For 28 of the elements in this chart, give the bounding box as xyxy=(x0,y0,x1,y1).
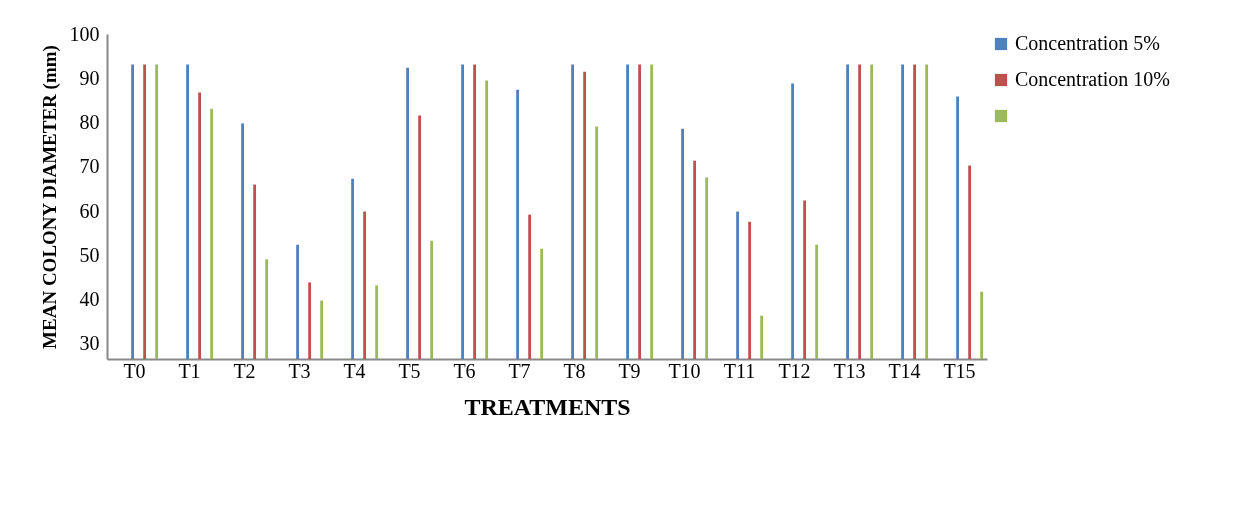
y-tick-label: 40 xyxy=(79,288,100,311)
y-tick-label: 90 xyxy=(79,66,100,89)
x-tick-label: T1 xyxy=(178,359,201,382)
x-tick-label: T15 xyxy=(943,359,976,382)
legend-label: Concentration 5% xyxy=(1015,32,1160,54)
x-tick-label: T11 xyxy=(723,359,756,382)
y-tick-label: 80 xyxy=(79,111,100,134)
x-tick-label: T14 xyxy=(888,359,921,382)
x-tick-label: T13 xyxy=(833,359,866,382)
x-tick-label: T7 xyxy=(508,359,531,382)
y-tick-label: 100 xyxy=(69,22,100,45)
x-tick-label: T9 xyxy=(618,359,641,382)
y-tick-label: 60 xyxy=(79,199,100,222)
x-axis-title: TREATMENTS xyxy=(464,393,631,420)
x-tick-label: T4 xyxy=(343,359,366,382)
x-tick-label: T6 xyxy=(453,359,476,382)
y-tick-label: 50 xyxy=(79,243,100,266)
y-axis-title: MEAN COLONY DIAMETER (mm) xyxy=(38,45,61,349)
x-tick-label: T5 xyxy=(398,359,421,382)
x-tick-label: T12 xyxy=(778,359,811,382)
y-tick-label: 70 xyxy=(79,155,100,178)
x-tick-label: T8 xyxy=(563,359,586,382)
legend-label: Concentration 10% xyxy=(1015,68,1170,90)
x-tick-label: T10 xyxy=(668,359,701,382)
x-tick-label: T3 xyxy=(288,359,311,382)
x-tick-label: T2 xyxy=(233,359,256,382)
y-tick-label: 30 xyxy=(79,332,100,355)
x-tick-label: T0 xyxy=(123,359,146,382)
